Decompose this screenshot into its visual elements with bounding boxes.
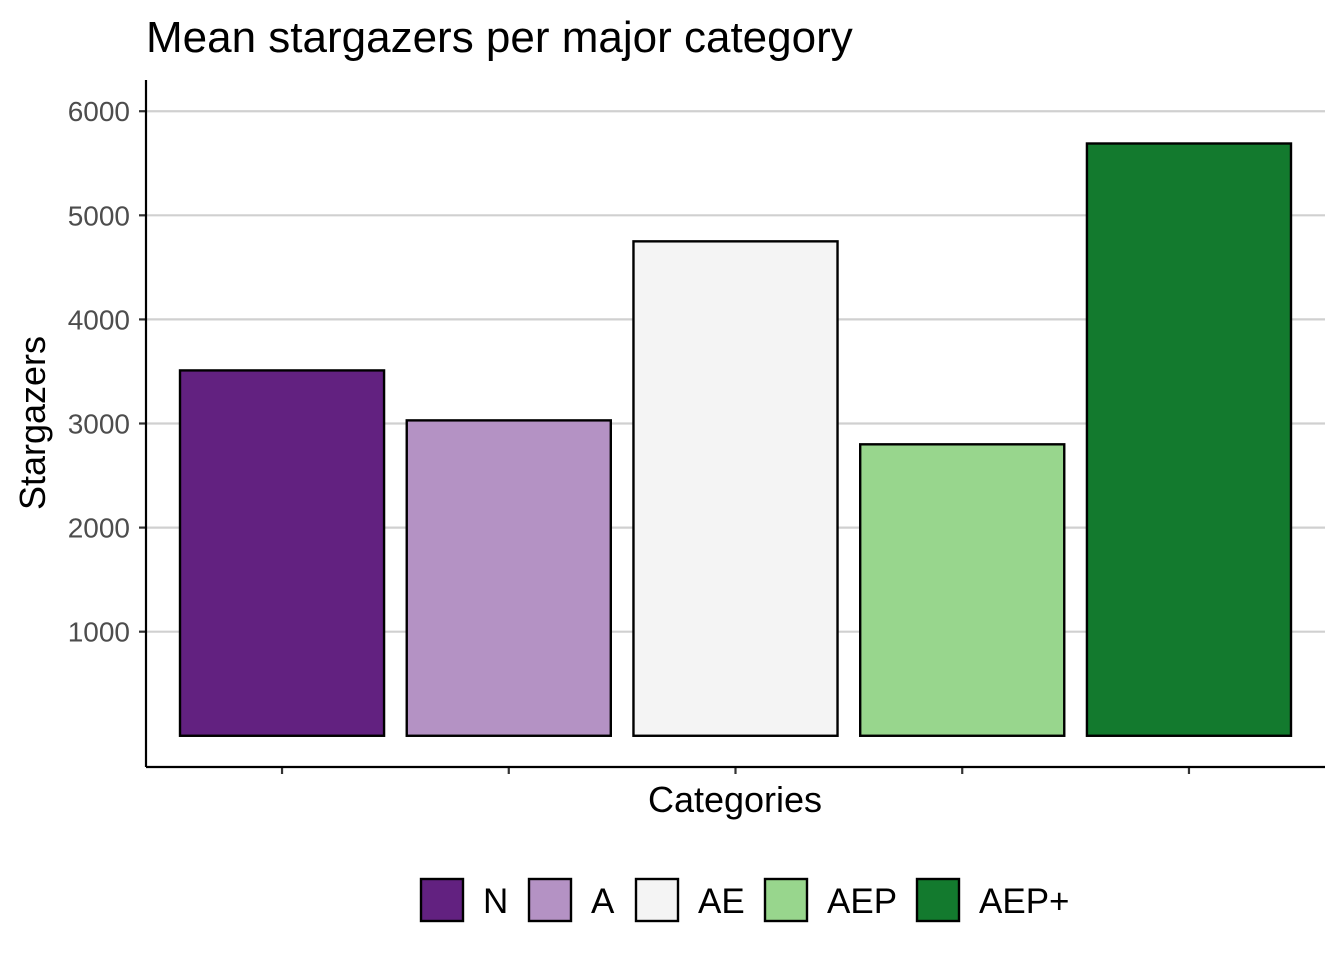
bars bbox=[178, 142, 1293, 737]
legend-label-aep-plus: AEP+ bbox=[979, 882, 1069, 921]
legend-key-aep-plus bbox=[915, 877, 961, 923]
bar-a bbox=[405, 419, 612, 737]
axes: 1000 2000 3000 4000 5000 6000 bbox=[68, 80, 1325, 774]
y-tick-label-4000: 4000 bbox=[68, 304, 130, 335]
legend-key-aep bbox=[763, 877, 809, 923]
y-tick-label-1000: 1000 bbox=[68, 617, 130, 648]
chart-title: Mean stargazers per major category bbox=[146, 13, 853, 62]
legend-key-ae bbox=[634, 877, 680, 923]
y-tick-label-6000: 6000 bbox=[68, 96, 130, 127]
y-tick-label-2000: 2000 bbox=[68, 513, 130, 544]
x-axis-title: Categories bbox=[648, 779, 822, 820]
legend-label-n: N bbox=[483, 882, 508, 921]
bar-aep bbox=[859, 443, 1066, 737]
bar-aep-plus bbox=[1085, 142, 1293, 737]
legend-label-a: A bbox=[591, 882, 615, 921]
y-tick-label-3000: 3000 bbox=[68, 409, 130, 440]
legend-label-aep: AEP bbox=[827, 882, 897, 921]
legend: N A AE AEP AEP+ bbox=[419, 877, 1069, 923]
legend-label-ae: AE bbox=[698, 882, 745, 921]
legend-key-a bbox=[527, 877, 573, 923]
y-tick-label-5000: 5000 bbox=[68, 200, 130, 231]
y-axis-title: Stargazers bbox=[12, 336, 53, 510]
legend-key-n bbox=[419, 877, 465, 923]
bar-n bbox=[178, 369, 386, 737]
bar-ae bbox=[632, 240, 839, 737]
